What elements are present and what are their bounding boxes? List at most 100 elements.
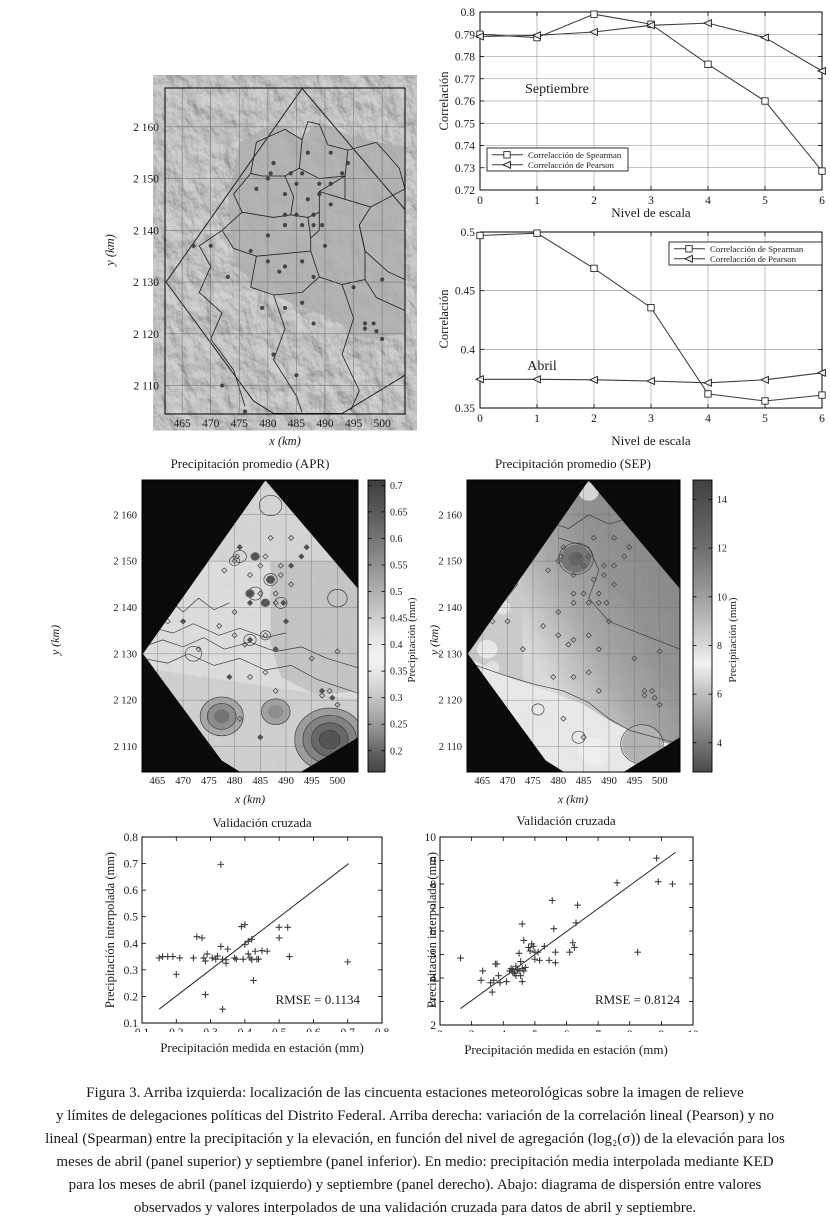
svg-text:0.6: 0.6 — [124, 885, 139, 897]
svg-text:0.76: 0.76 — [455, 96, 475, 108]
sep-xaxis-label: x (km) — [557, 792, 589, 806]
relief-xaxis-label: x (km) — [269, 434, 301, 448]
svg-text:12: 12 — [717, 544, 727, 555]
svg-text:495: 495 — [304, 776, 320, 787]
correlation-chart-september-canvas: 0 1 2 3 4 5 6 0.72 0.73 0.74 0.75 0.76 0.77 0.78 0.79 0… — [455, 7, 826, 207]
svg-text:0: 0 — [477, 195, 483, 207]
svg-text:485: 485 — [288, 418, 306, 430]
svg-text:0.5: 0.5 — [124, 912, 139, 924]
svg-text:2 110: 2 110 — [439, 742, 462, 753]
svg-text:495: 495 — [345, 418, 363, 430]
svg-text:6: 6 — [430, 926, 436, 938]
svg-text:0.73: 0.73 — [455, 163, 475, 175]
val-apr-xaxis-label: Precipitación medida en estación (mm) — [160, 1040, 364, 1055]
svg-text:2 140: 2 140 — [133, 225, 159, 237]
svg-text:7: 7 — [595, 1029, 601, 1032]
svg-text:5: 5 — [532, 1029, 538, 1032]
svg-text:0: 0 — [477, 413, 483, 425]
svg-text:4: 4 — [430, 973, 436, 985]
svg-text:8: 8 — [717, 641, 722, 652]
series — [474, 368, 826, 387]
svg-text:0.5: 0.5 — [390, 587, 403, 598]
svg-text:0.77: 0.77 — [455, 74, 475, 86]
svg-text:10: 10 — [425, 832, 437, 844]
val-sep-yaxis-label: Precipitación interpolada (mm) — [425, 851, 439, 1009]
svg-text:2 130: 2 130 — [438, 649, 462, 660]
panel-label-abril: Abril — [527, 359, 557, 374]
svg-text:0.8: 0.8 — [461, 7, 476, 19]
tick-marks — [479, 231, 823, 409]
svg-text:0.7: 0.7 — [390, 481, 403, 492]
tick-labels: 465 470 475 480 485 490 495 500 2 160 2 150 2 140 2… — [113, 510, 345, 787]
corr-sep-xaxis-label: Nivel de escala — [611, 205, 691, 220]
svg-text:0.25: 0.25 — [390, 720, 408, 731]
fit-line — [158, 863, 350, 1010]
svg-text:495: 495 — [626, 776, 642, 787]
svg-text:Correlacción de Spearman: Correlacción de Spearman — [710, 244, 804, 254]
val-sep-xaxis-label: Precipitación medida en estación (mm) — [464, 1042, 668, 1057]
svg-text:0.4: 0.4 — [461, 344, 476, 356]
svg-text:0.72: 0.72 — [455, 185, 475, 197]
tick-labels: 0.1 0.2 0.3 0.4 0.5 0.6 0.7 0.8 0.1 0.2 0.3 0.4 0.5 0… — [124, 832, 390, 1032]
fit-line — [460, 851, 676, 1009]
svg-text:0.1: 0.1 — [135, 1027, 150, 1032]
svg-text:500: 500 — [652, 776, 668, 787]
svg-text:5: 5 — [430, 950, 436, 962]
svg-text:0.1: 0.1 — [124, 1018, 139, 1030]
svg-text:10: 10 — [687, 1029, 699, 1032]
svg-text:0.3: 0.3 — [124, 965, 139, 977]
svg-text:Correlacción de Pearson: Correlacción de Pearson — [710, 254, 797, 264]
caption-line: y límites de delegaciones políticas del … — [55, 1108, 775, 1124]
svg-text:6: 6 — [819, 195, 825, 207]
corr-abr-yaxis-label: Correlación — [437, 289, 451, 349]
svg-text:0.6: 0.6 — [306, 1027, 321, 1032]
svg-text:2 130: 2 130 — [113, 649, 137, 660]
svg-text:0.3: 0.3 — [390, 693, 403, 704]
svg-text:2 130: 2 130 — [133, 277, 159, 289]
svg-text:4: 4 — [500, 1029, 506, 1032]
caption-line: lineal (Spearman) entre la precipitación… — [45, 1131, 785, 1147]
svg-text:2 150: 2 150 — [133, 174, 159, 186]
svg-text:465: 465 — [174, 418, 192, 430]
svg-text:2 150: 2 150 — [438, 557, 462, 568]
svg-text:2 120: 2 120 — [113, 696, 137, 707]
val-sep-title: Validación cruzada — [516, 813, 616, 828]
svg-text:10: 10 — [717, 592, 727, 603]
svg-text:4: 4 — [705, 195, 711, 207]
svg-text:4: 4 — [705, 413, 711, 425]
svg-text:2: 2 — [591, 195, 597, 207]
svg-text:470: 470 — [175, 776, 191, 787]
apr-colorbar-label: Precipitación (mm) — [406, 597, 418, 683]
tick-labels: 2 3 4 5 6 7 8 9 10 2 3 4 5 6 7 8 9 10 — [425, 832, 700, 1032]
scatter-apr-canvas: 0.1 0.2 0.3 0.4 0.5 0.6 0.7 0.8 0.1 0.2 0.3 0.4 0.5 0… — [124, 832, 390, 1032]
svg-text:0.74: 0.74 — [455, 141, 475, 153]
svg-text:2 160: 2 160 — [133, 122, 159, 134]
svg-text:9: 9 — [659, 1029, 665, 1032]
svg-text:3: 3 — [648, 195, 654, 207]
svg-text:2 140: 2 140 — [113, 603, 137, 614]
svg-text:6: 6 — [564, 1029, 570, 1032]
svg-text:475: 475 — [201, 776, 217, 787]
tick-labels: 465 470 475 480 485 490 495 500 2 160 2 150 2 140 2… — [133, 122, 391, 430]
svg-text:8: 8 — [430, 879, 436, 891]
svg-text:0.7: 0.7 — [124, 859, 139, 871]
precip-map-apr-canvas: 465 470 475 480 485 490 495 500 2 160 2 150 2 140 2… — [113, 479, 408, 787]
sep-yaxis-label: y (km) — [427, 624, 441, 656]
svg-text:0.35: 0.35 — [390, 667, 408, 678]
svg-text:1: 1 — [534, 195, 540, 207]
svg-text:0.8: 0.8 — [375, 1027, 390, 1032]
sep-colorbar-label: Precipitación (mm) — [727, 597, 739, 683]
correlation-chart-april-canvas: 0 1 2 3 4 5 6 0.35 0.4 0.45 0.5 Correlacción de Spe… — [455, 227, 826, 425]
svg-text:0.2: 0.2 — [124, 991, 139, 1003]
svg-text:0.2: 0.2 — [169, 1027, 184, 1032]
svg-text:485: 485 — [576, 776, 592, 787]
svg-text:14: 14 — [717, 495, 727, 506]
svg-text:0.78: 0.78 — [455, 52, 475, 64]
grid — [165, 88, 405, 414]
svg-text:2: 2 — [437, 1029, 443, 1032]
svg-text:0.45: 0.45 — [390, 614, 408, 625]
svg-text:0.4: 0.4 — [124, 938, 139, 950]
svg-text:0.8: 0.8 — [124, 832, 139, 844]
